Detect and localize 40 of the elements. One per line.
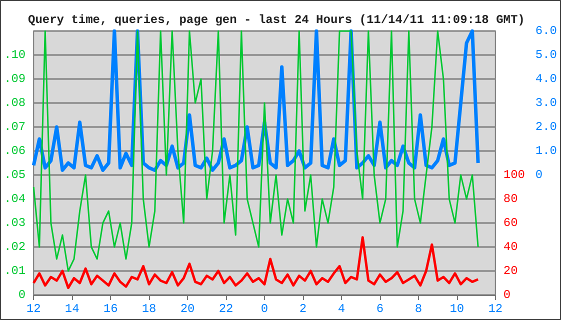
x-tick-label: 12 — [488, 302, 503, 316]
y-tick-label: .10 — [4, 48, 26, 62]
line-series — [32, 236, 480, 290]
x-tick-label: 4 — [338, 302, 346, 316]
y3-tick-label: 1.0 — [535, 144, 558, 158]
x-tick-label: 6 — [376, 302, 384, 316]
y-tick-label: .09 — [4, 72, 26, 86]
x-tick-label: 22 — [218, 302, 234, 316]
y2-tick-label: 60 — [503, 216, 518, 230]
y-tick-label: .02 — [4, 240, 26, 254]
y-tick-label: .01 — [4, 264, 26, 278]
x-tick-label: 12 — [26, 302, 41, 316]
y2-tick-label: 80 — [503, 192, 518, 206]
x-tick-label: 2 — [299, 302, 307, 316]
y-tick-label: .04 — [4, 192, 26, 206]
x-tick-label: 8 — [414, 302, 422, 316]
y-tick-label: 0 — [18, 288, 26, 302]
x-tick-label: 18 — [142, 302, 156, 316]
y3-tick-label: 3.0 — [535, 96, 558, 110]
y-tick-label: .03 — [4, 216, 26, 230]
y2-tick-label: 20 — [503, 264, 518, 278]
y3-tick-label: 2.0 — [535, 120, 558, 134]
x-tick-label: 0 — [260, 302, 268, 316]
y3-tick-label: 0 — [535, 168, 543, 182]
y3-tick-label: 5.0 — [535, 48, 558, 62]
x-tick-label: 20 — [180, 302, 195, 316]
y2-tick-label: 40 — [503, 240, 518, 254]
y-tick-label: .08 — [4, 96, 26, 110]
chart-title: Query time, queries, page gen - last 24 Hours (11/14/11 11:09:18 GMT) — [28, 13, 525, 27]
y3-tick-label: 4.0 — [535, 72, 558, 86]
x-tick-label: 10 — [450, 302, 464, 316]
line-series — [32, 30, 479, 272]
x-tick-label: 16 — [103, 302, 118, 316]
x-tick-label: 14 — [64, 302, 80, 316]
y-tick-label: .05 — [4, 168, 26, 182]
y-tick-label: .06 — [4, 144, 26, 158]
y2-tick-label: 0 — [503, 288, 511, 302]
y3-tick-label: 6.0 — [535, 24, 558, 38]
y2-tick-label: 100 — [503, 168, 526, 182]
y-tick-label: .07 — [4, 120, 26, 134]
